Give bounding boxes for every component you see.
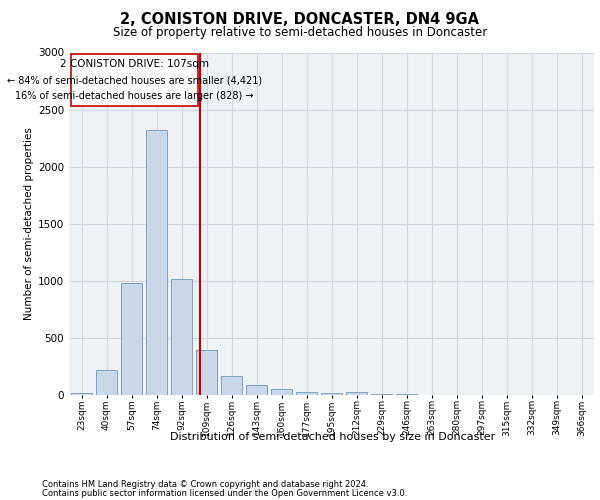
- Bar: [96, 370, 117, 395]
- Y-axis label: Number of semi-detached properties: Number of semi-detached properties: [24, 128, 34, 320]
- Bar: [271, 388, 292, 395]
- Text: Contains HM Land Registry data © Crown copyright and database right 2024.: Contains HM Land Registry data © Crown c…: [42, 480, 368, 489]
- Bar: [71, 392, 92, 395]
- Bar: [221, 376, 242, 395]
- Text: Contains public sector information licensed under the Open Government Licence v3: Contains public sector information licen…: [42, 488, 407, 498]
- FancyBboxPatch shape: [71, 54, 197, 106]
- Bar: [146, 130, 167, 395]
- Bar: [396, 394, 417, 395]
- Bar: [371, 394, 392, 395]
- Bar: [246, 384, 267, 395]
- Bar: [171, 278, 192, 395]
- Text: 2, CONISTON DRIVE, DONCASTER, DN4 9GA: 2, CONISTON DRIVE, DONCASTER, DN4 9GA: [121, 12, 479, 28]
- Bar: [321, 392, 342, 395]
- Bar: [346, 392, 367, 395]
- Bar: [296, 392, 317, 395]
- Bar: [121, 283, 142, 395]
- Text: 16% of semi-detached houses are larger (828) →: 16% of semi-detached houses are larger (…: [15, 91, 254, 101]
- Text: 2 CONISTON DRIVE: 107sqm: 2 CONISTON DRIVE: 107sqm: [60, 58, 209, 68]
- Text: Distribution of semi-detached houses by size in Doncaster: Distribution of semi-detached houses by …: [170, 432, 496, 442]
- Text: Size of property relative to semi-detached houses in Doncaster: Size of property relative to semi-detach…: [113, 26, 487, 39]
- Text: ← 84% of semi-detached houses are smaller (4,421): ← 84% of semi-detached houses are smalle…: [7, 75, 262, 85]
- Bar: [196, 350, 217, 395]
